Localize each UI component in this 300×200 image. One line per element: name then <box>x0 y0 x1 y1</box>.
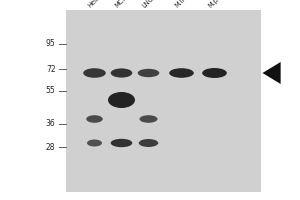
Text: 36: 36 <box>46 119 56 129</box>
Ellipse shape <box>140 115 158 123</box>
Ellipse shape <box>169 68 194 78</box>
Text: M.pancreas: M.pancreas <box>207 0 238 9</box>
Ellipse shape <box>83 68 106 78</box>
Text: Hela: Hela <box>87 0 102 9</box>
Ellipse shape <box>87 140 102 146</box>
Ellipse shape <box>139 139 158 147</box>
Text: 95: 95 <box>46 40 56 48</box>
Text: 55: 55 <box>46 86 56 95</box>
Ellipse shape <box>111 68 132 78</box>
Text: LNCap: LNCap <box>141 0 161 9</box>
Text: 72: 72 <box>46 64 56 73</box>
Ellipse shape <box>202 68 227 78</box>
Ellipse shape <box>111 139 132 147</box>
Ellipse shape <box>138 69 159 77</box>
Text: 28: 28 <box>46 142 56 152</box>
Text: MCF-7: MCF-7 <box>114 0 133 9</box>
Ellipse shape <box>108 92 135 108</box>
Ellipse shape <box>86 115 103 123</box>
Bar <box>66 10 261 192</box>
Polygon shape <box>262 62 281 84</box>
Text: M.liver: M.liver <box>174 0 194 9</box>
